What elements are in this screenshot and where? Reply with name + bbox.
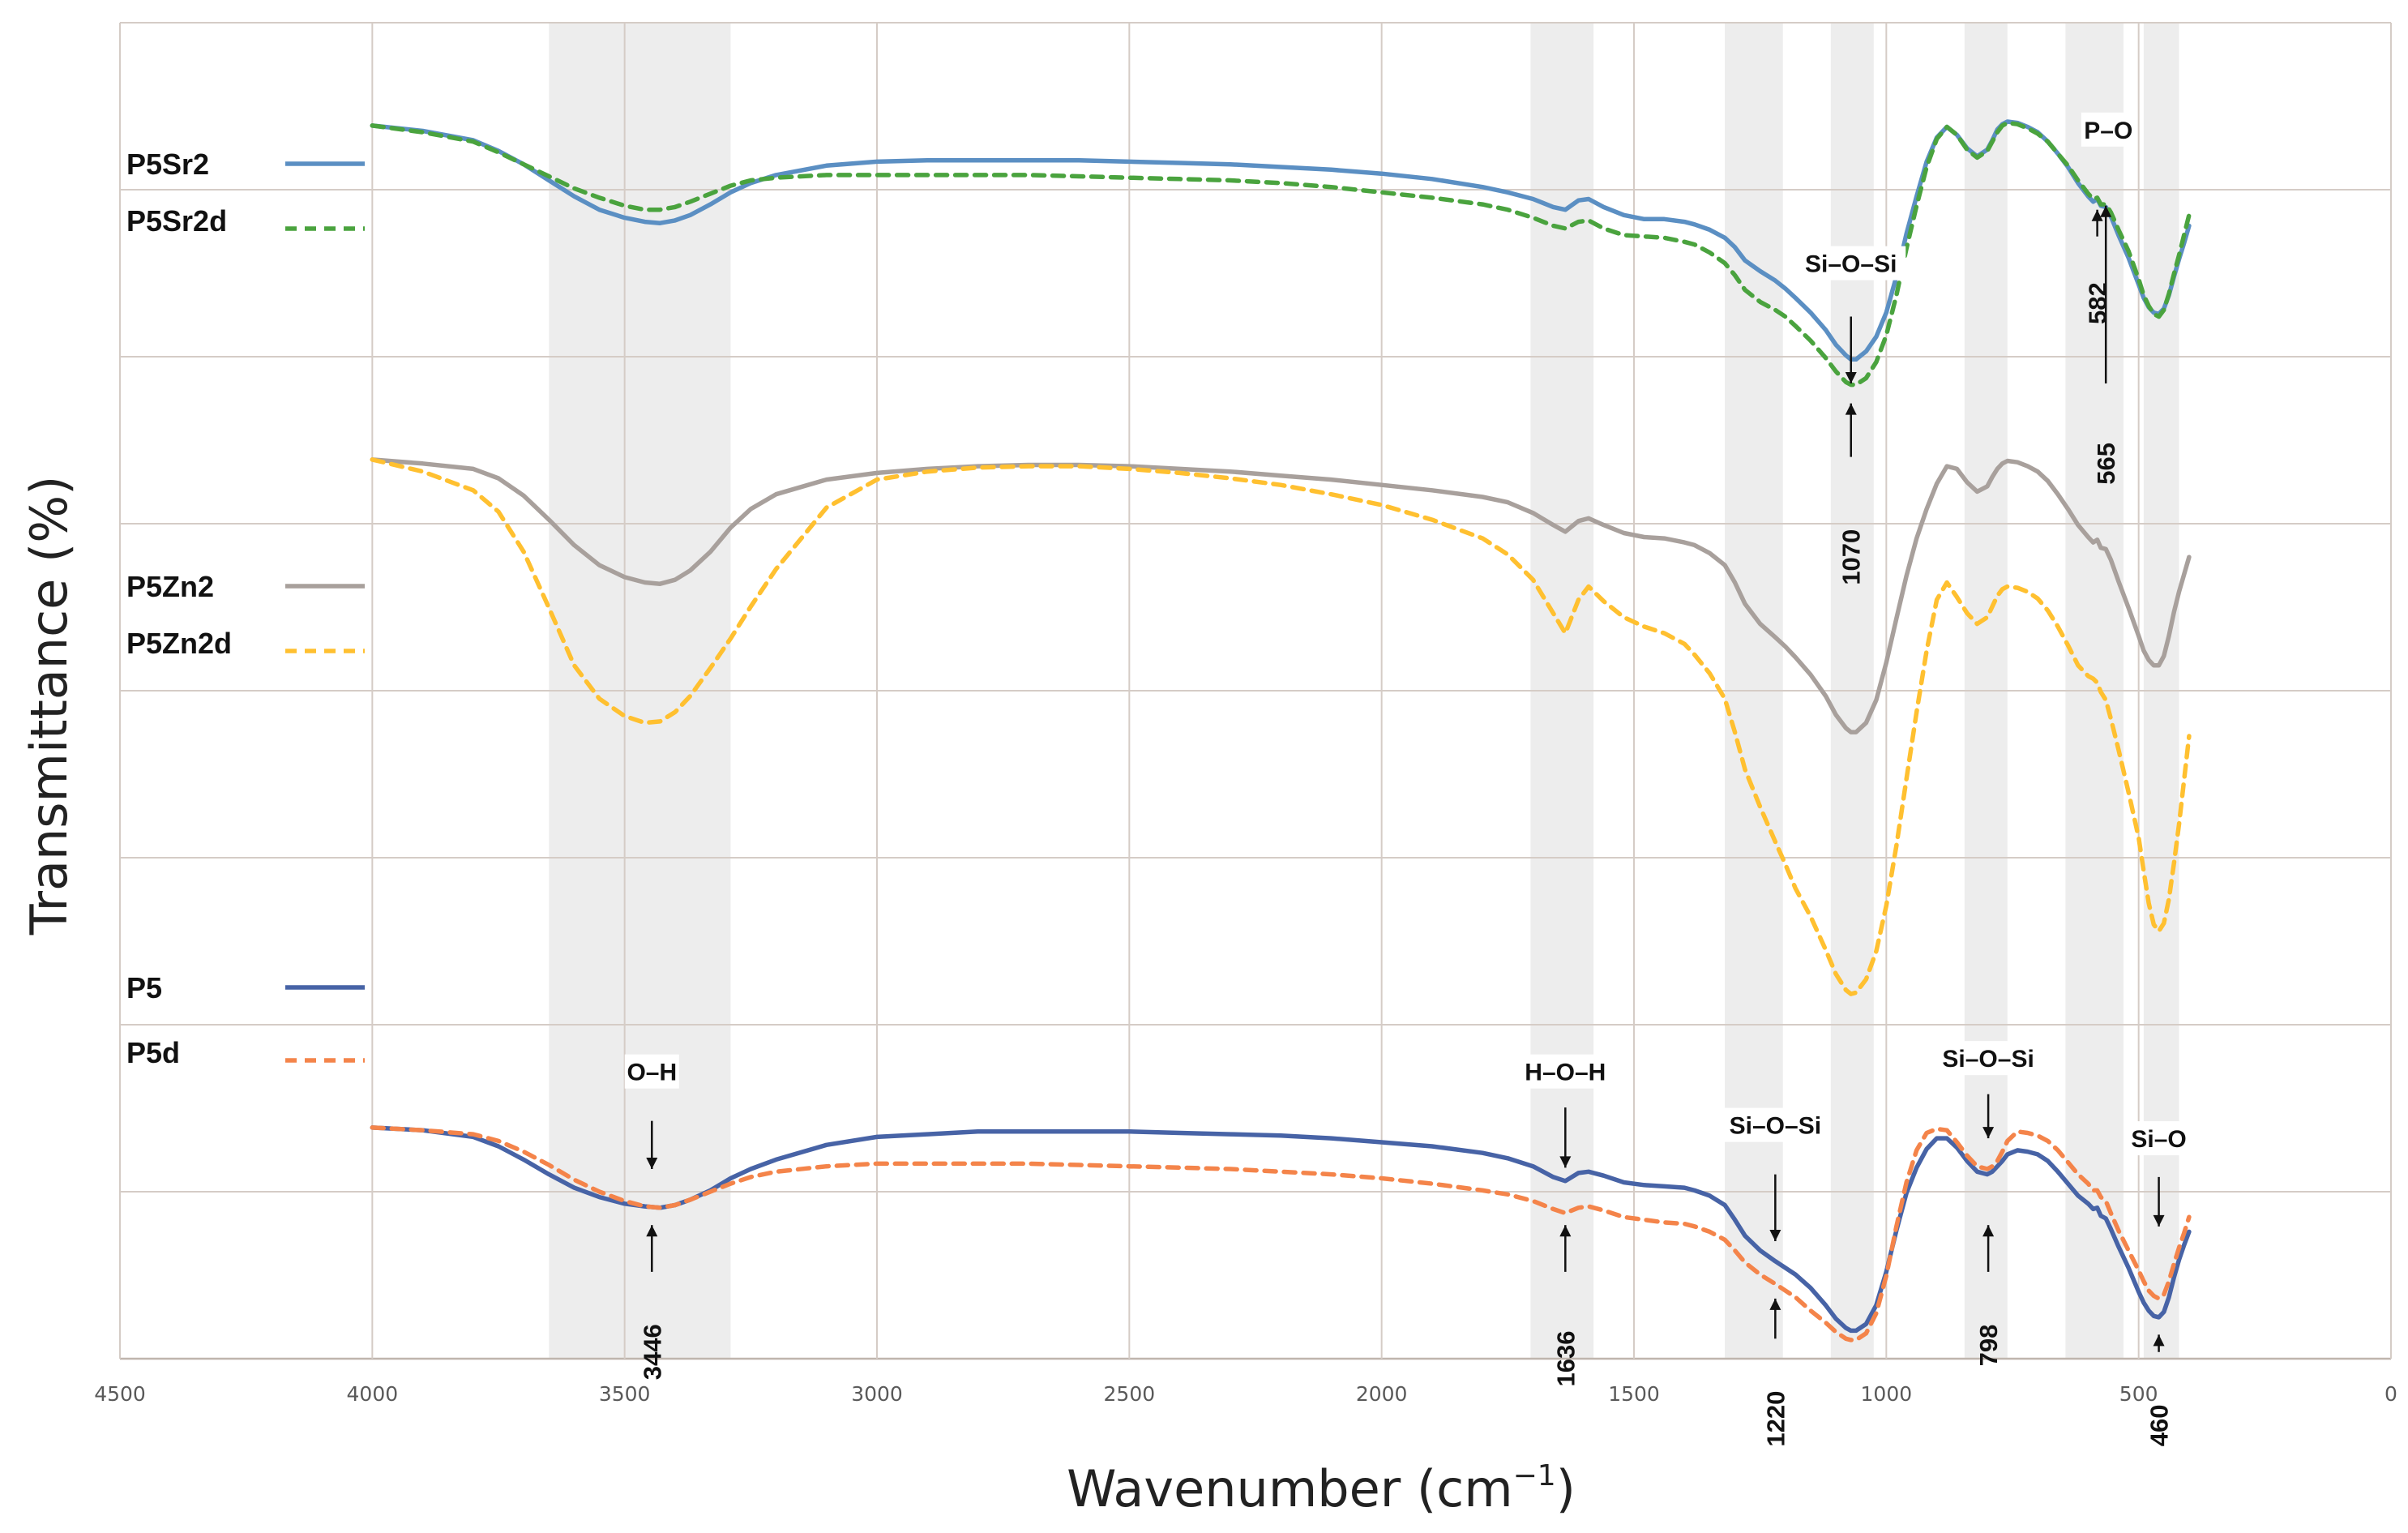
- x-tick-label: 3500: [599, 1382, 651, 1406]
- annotation-label: P–O: [2084, 118, 2132, 144]
- annotation-arrowhead: [1982, 1127, 1995, 1139]
- series-line-p5zn2d: [370, 457, 2192, 996]
- x-tick-label: 4500: [94, 1382, 146, 1406]
- legend-label-p5zn2: P5Zn2: [126, 570, 214, 603]
- annotation-arrowhead: [2100, 205, 2112, 217]
- wavenumber-label: 582: [2084, 282, 2112, 324]
- x-tick-labels: 4500 4000 3500 3000 2500 2000 1500 1000 500 0: [94, 1382, 2397, 1406]
- x-tick-label: 3000: [851, 1382, 903, 1406]
- annotation-box: [2124, 1121, 2193, 1156]
- annotation-label: Si–O–Si: [1805, 251, 1897, 278]
- wavenumber-label: 565: [2092, 443, 2120, 485]
- annotation-box: [624, 1054, 679, 1089]
- annotation-arrowhead: [2091, 209, 2103, 221]
- annotation-arrowhead: [1845, 371, 1857, 383]
- x-axis-title-main: Wavenumber (cm: [1067, 1459, 1513, 1518]
- x-axis-title-close: ): [1556, 1459, 1576, 1518]
- x-tick-label: 4000: [347, 1382, 399, 1406]
- annotation-arrowhead: [1559, 1156, 1572, 1168]
- annotation-label: Si–O–Si: [1942, 1046, 2034, 1073]
- annotation-label: Si–O–Si: [1730, 1113, 1821, 1140]
- legend-label-p5sr2d: P5Sr2d: [126, 204, 227, 238]
- series-line-p5d: [370, 1125, 2192, 1342]
- annotation-box: [1720, 1107, 1830, 1142]
- wavenumber-label: 1636: [1551, 1331, 1580, 1387]
- x-axis-title-superscript: −1: [1513, 1459, 1556, 1492]
- x-tick-label: 1500: [1608, 1382, 1660, 1406]
- annotation-arrowhead: [1845, 403, 1857, 415]
- wavenumber-label: 3446: [638, 1324, 666, 1380]
- annotations: O–H H–O–H Si–O–Si Si–O–Si Si–O Si–O–Si P–O 3446…: [624, 112, 2193, 1447]
- x-tick-label: 2000: [1356, 1382, 1408, 1406]
- wavenumber-label: 798: [1974, 1325, 2003, 1367]
- x-axis-title: Wavenumber (cm−1): [1067, 1459, 1576, 1518]
- annotation-box: [1796, 246, 1906, 280]
- y-axis-title: Transmittance (%): [19, 476, 79, 936]
- annotation-arrowhead: [2153, 1214, 2165, 1227]
- annotation-label: H–O–H: [1525, 1060, 1606, 1086]
- series-line-p5sr2d: [370, 120, 2192, 388]
- series-line-p5zn2: [370, 457, 2192, 734]
- annotation-arrowhead: [2153, 1334, 2165, 1347]
- annotation-arrowhead: [646, 1157, 658, 1169]
- annotation-label: O–H: [627, 1060, 677, 1086]
- series-line-p5: [370, 1125, 2192, 1334]
- legend-label-p5: P5: [126, 971, 162, 1004]
- series-line-p5sr2: [370, 119, 2192, 362]
- annotation-label: Si–O: [2131, 1126, 2186, 1153]
- x-tick-label: 500: [2119, 1382, 2158, 1406]
- x-tick-label: 1000: [1861, 1382, 1913, 1406]
- wavenumber-label: 1220: [1761, 1391, 1790, 1447]
- legend: P5Sr2 P5Sr2d P5Zn2 P5Zn2d P5 P5d: [126, 148, 365, 1069]
- annotation-arrowhead: [1769, 1298, 1781, 1310]
- legend-label-p5zn2d: P5Zn2d: [126, 627, 232, 660]
- x-tick-label: 0: [2384, 1382, 2397, 1406]
- x-tick-label: 2500: [1104, 1382, 1156, 1406]
- annotation-arrowhead: [646, 1225, 658, 1237]
- annotation-arrowhead: [1559, 1225, 1572, 1237]
- legend-label-p5d: P5d: [126, 1036, 180, 1069]
- wavenumber-label: 1070: [1837, 529, 1866, 585]
- series-lines: [370, 119, 2192, 1342]
- annotation-box: [2081, 112, 2136, 147]
- legend-label-p5sr2: P5Sr2: [126, 148, 209, 181]
- wavenumber-label: 460: [2145, 1405, 2174, 1447]
- annotation-arrowhead: [1769, 1229, 1781, 1241]
- annotation-box: [1933, 1041, 2043, 1076]
- annotation-box: [1524, 1054, 1606, 1089]
- annotation-arrowhead: [1982, 1225, 1995, 1237]
